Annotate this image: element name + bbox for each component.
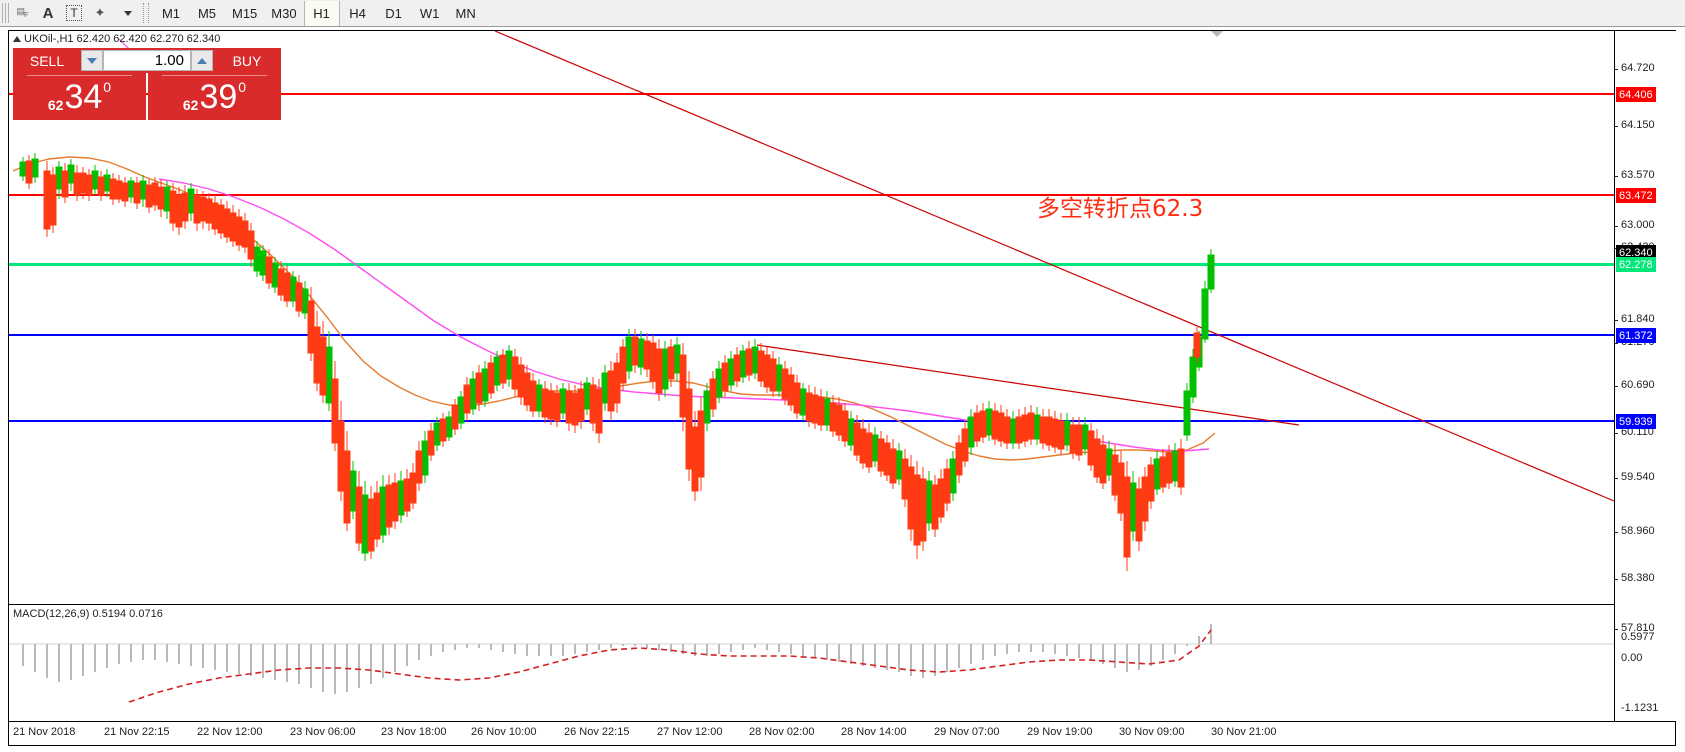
toolbar-grip[interactable] bbox=[2, 3, 9, 23]
buy-button[interactable]: BUY bbox=[213, 48, 281, 73]
timeframe-m5[interactable]: M5 bbox=[197, 5, 217, 21]
last-price-label: 62.340 bbox=[1616, 245, 1656, 260]
text-object-icon[interactable]: T bbox=[61, 1, 87, 25]
support-line-61372[interactable] bbox=[9, 334, 1614, 336]
sell-price-fraction: 0 bbox=[103, 79, 112, 95]
resistance-line-63472[interactable] bbox=[9, 194, 1614, 196]
axis-vertical-line bbox=[1614, 31, 1615, 721]
main-toolbar: ▤F A T ✦ M1 M5 M15 M30 H1 H4 D1 W1 MN bbox=[0, 0, 1685, 27]
timeframe-w1[interactable]: W1 bbox=[419, 5, 440, 21]
collapse-triangle-icon[interactable] bbox=[13, 36, 21, 42]
trendline-major bbox=[494, 31, 1614, 502]
timeframe-mn[interactable]: MN bbox=[455, 5, 476, 21]
time-tick-9: 28 Nov 14:00 bbox=[841, 726, 907, 738]
sell-price-divider bbox=[27, 75, 132, 76]
timeframe-m15[interactable]: M15 bbox=[232, 5, 258, 21]
level-label-61372[interactable]: 61.372 bbox=[1616, 328, 1656, 343]
level-label-62278[interactable]: 62.278 bbox=[1616, 257, 1656, 272]
time-tick-6: 26 Nov 22:15 bbox=[564, 726, 630, 738]
level-label-63472[interactable]: 63.472 bbox=[1616, 188, 1656, 203]
candlestick-series bbox=[19, 153, 1215, 571]
buy-price-big-figure: 62 bbox=[182, 97, 199, 113]
pivot-line-62278[interactable] bbox=[9, 263, 1614, 266]
chart-template-glyph: ▤F bbox=[16, 6, 28, 20]
chart-symbol-line: UKOil-,H1 62.420 62.420 62.270 62.340 bbox=[13, 33, 220, 45]
symbol-ohlc-text: UKOil-,H1 62.420 62.420 62.270 62.340 bbox=[24, 33, 221, 45]
sell-price-big-figure: 62 bbox=[47, 97, 64, 113]
timeframe-h4[interactable]: H4 bbox=[349, 5, 366, 21]
toolbar-separator bbox=[143, 3, 149, 23]
level-label-59939[interactable]: 59.939 bbox=[1616, 414, 1656, 429]
buy-price-pips: 39 bbox=[199, 77, 238, 116]
time-axis[interactable]: 21 Nov 2018 21 Nov 22:15 22 Nov 12:00 23… bbox=[9, 721, 1675, 745]
macd-canvas bbox=[9, 624, 1614, 703]
timeframe-d1[interactable]: D1 bbox=[385, 5, 402, 21]
chart-annotation-text[interactable]: 多空转折点62.3 bbox=[1037, 196, 1204, 222]
volume-increase-button[interactable] bbox=[191, 50, 213, 71]
macd-histogram bbox=[22, 624, 1212, 694]
timeframe-m30[interactable]: M30 bbox=[271, 5, 297, 21]
time-tick-12: 30 Nov 09:00 bbox=[1119, 726, 1185, 738]
time-tick-8: 28 Nov 02:00 bbox=[749, 726, 815, 738]
time-tick-2: 22 Nov 12:00 bbox=[197, 726, 263, 738]
trade-panel-prices: 62 34 0 62 39 0 bbox=[13, 73, 281, 120]
resistance-line-64406[interactable] bbox=[9, 93, 1614, 95]
time-tick-7: 27 Nov 12:00 bbox=[657, 726, 723, 738]
volume-decrease-button[interactable] bbox=[81, 50, 103, 71]
price-chart-canvas bbox=[12, 31, 1614, 571]
timeframe-h1[interactable]: H1 bbox=[303, 0, 340, 26]
sell-price-pips: 34 bbox=[64, 77, 103, 116]
buy-price-divider bbox=[162, 75, 267, 76]
volume-input[interactable]: 1.00 bbox=[103, 50, 191, 71]
trade-panel-header: SELL 1.00 BUY bbox=[13, 48, 281, 73]
buy-price-fraction: 0 bbox=[238, 79, 247, 95]
time-tick-10: 29 Nov 07:00 bbox=[934, 726, 1000, 738]
macd-pane[interactable]: MACD(12,26,9) 0.5194 0.0716 bbox=[9, 606, 1614, 721]
time-tick-13: 30 Nov 21:00 bbox=[1211, 726, 1277, 738]
time-tick-1: 21 Nov 22:15 bbox=[104, 726, 170, 738]
macd-label: MACD(12,26,9) 0.5194 0.0716 bbox=[13, 608, 163, 620]
trendline-minor bbox=[756, 344, 1300, 426]
level-label-64406[interactable]: 64.406 bbox=[1616, 87, 1656, 102]
price-axis[interactable]: 64.720 64.150 63.570 63.000 62.420 61.84… bbox=[1614, 31, 1676, 721]
chart-template-icon[interactable]: ▤F bbox=[9, 1, 35, 25]
time-tick-0: 21 Nov 2018 bbox=[13, 726, 76, 738]
chart-frame: UKOil-,H1 62.420 62.420 62.270 62.340 多空… bbox=[8, 30, 1676, 746]
text-label-icon[interactable]: A bbox=[42, 4, 54, 22]
objects-icon[interactable]: ✦ bbox=[94, 5, 106, 20]
buy-price-box[interactable]: 62 39 0 bbox=[148, 73, 281, 120]
sell-price-box[interactable]: 62 34 0 bbox=[13, 73, 146, 120]
sell-button[interactable]: SELL bbox=[13, 48, 81, 73]
volume-control[interactable]: 1.00 bbox=[81, 48, 213, 73]
one-click-trading-panel[interactable]: SELL 1.00 BUY 62 34 0 62 39 bbox=[13, 48, 281, 120]
time-tick-11: 29 Nov 19:00 bbox=[1027, 726, 1093, 738]
chart-scroll-marker[interactable] bbox=[1211, 31, 1223, 37]
price-pane[interactable]: UKOil-,H1 62.420 62.420 62.270 62.340 多空… bbox=[9, 31, 1614, 605]
time-tick-5: 26 Nov 10:00 bbox=[471, 726, 537, 738]
objects-dropdown-icon[interactable] bbox=[113, 1, 139, 25]
timeframe-m1[interactable]: M1 bbox=[161, 5, 181, 21]
time-tick-3: 23 Nov 06:00 bbox=[290, 726, 356, 738]
macd-signal-line bbox=[128, 629, 1212, 703]
time-tick-4: 23 Nov 18:00 bbox=[381, 726, 447, 738]
